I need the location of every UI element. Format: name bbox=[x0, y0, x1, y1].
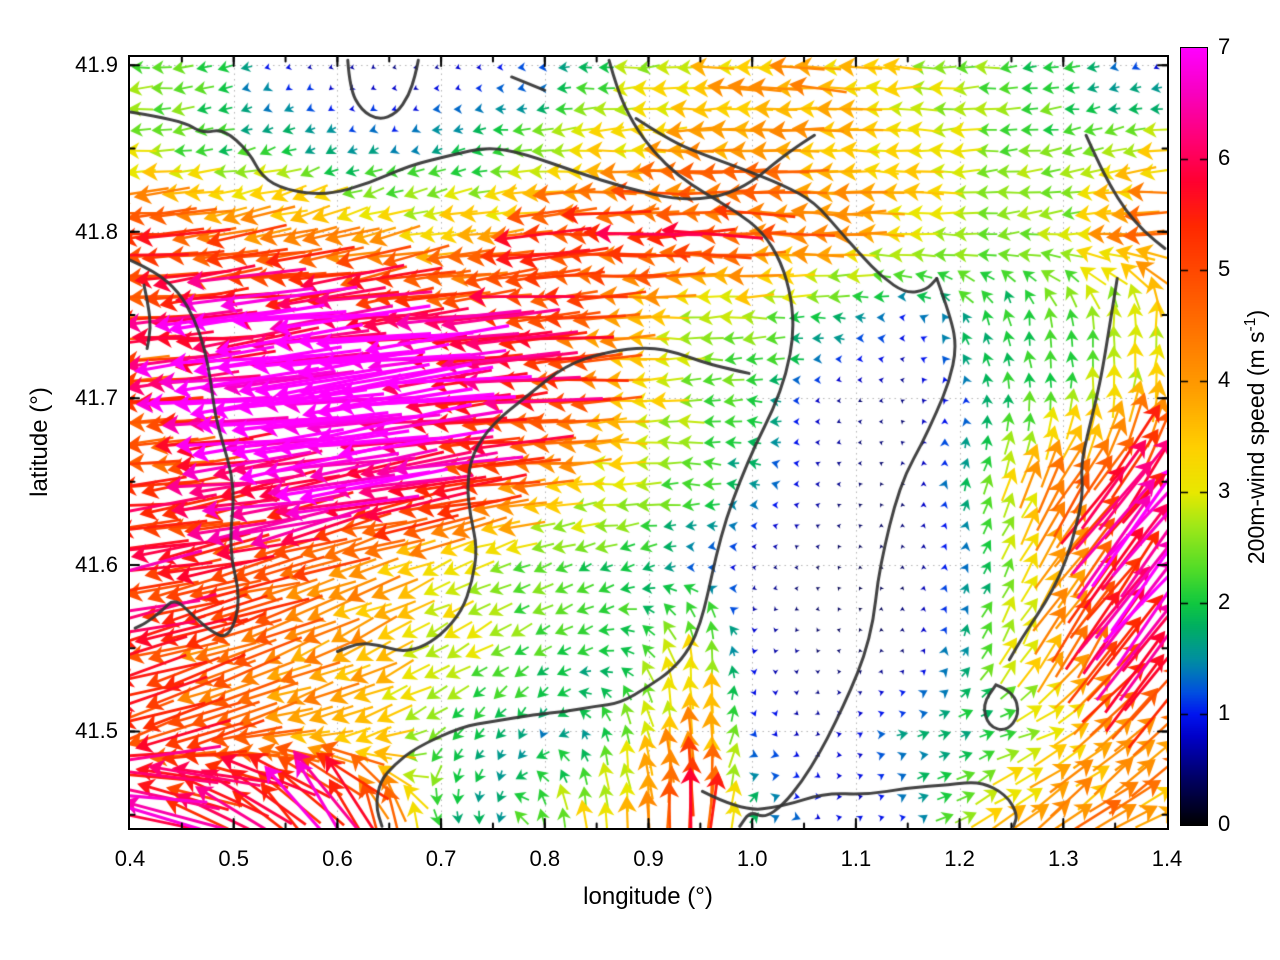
plot-frame bbox=[128, 55, 1169, 830]
colorbar-tick-label: 1 bbox=[1218, 700, 1231, 725]
x-tick-label: 0.5 bbox=[218, 846, 249, 871]
x-tick-label: 1.1 bbox=[840, 846, 872, 871]
colorbar-gradient-canvas bbox=[1181, 48, 1207, 825]
colorbar-tick-label: 3 bbox=[1218, 478, 1231, 503]
colorbar-label-suffix: ) bbox=[1242, 309, 1269, 318]
colorbar-tick-label: 7 bbox=[1218, 34, 1231, 59]
x-tick-label: 1.2 bbox=[944, 846, 975, 871]
x-tick-label: 1.4 bbox=[1151, 846, 1183, 871]
x-tick-label: 1.3 bbox=[1048, 846, 1079, 871]
y-tick-label: 41.6 bbox=[75, 551, 118, 577]
colorbar-tick-label: 6 bbox=[1218, 145, 1231, 170]
x-tick-label: 0.7 bbox=[425, 846, 457, 871]
colorbar-label-text: 200m-wind speed (m s bbox=[1242, 331, 1269, 565]
x-tick-label: 0.8 bbox=[529, 846, 561, 871]
x-tick-label: 0.4 bbox=[114, 846, 146, 871]
x-tick-label: 0.6 bbox=[322, 846, 353, 871]
y-tick-label: 41.9 bbox=[75, 52, 118, 78]
x-axis-label: longitude (°) bbox=[583, 883, 713, 910]
colorbar-tick-label: 5 bbox=[1218, 256, 1231, 281]
colorbar bbox=[1180, 47, 1208, 826]
x-tick-label: 0.9 bbox=[633, 846, 664, 871]
y-axis-label: latitude (°) bbox=[26, 387, 53, 497]
x-tick-label: 1.0 bbox=[736, 846, 768, 871]
colorbar-tick-label: 2 bbox=[1218, 589, 1231, 614]
y-tick-label: 41.5 bbox=[75, 718, 118, 744]
colorbar-label-sup: -1 bbox=[1242, 317, 1260, 332]
y-tick-label: 41.7 bbox=[75, 385, 118, 411]
colorbar-label: 200m-wind speed (m s-1) bbox=[1242, 310, 1270, 564]
colorbar-tick-label: 0 bbox=[1218, 811, 1231, 836]
y-tick-label: 41.8 bbox=[75, 218, 118, 244]
wind-quiver-canvas bbox=[130, 57, 1167, 828]
colorbar-tick-label: 4 bbox=[1218, 367, 1231, 392]
